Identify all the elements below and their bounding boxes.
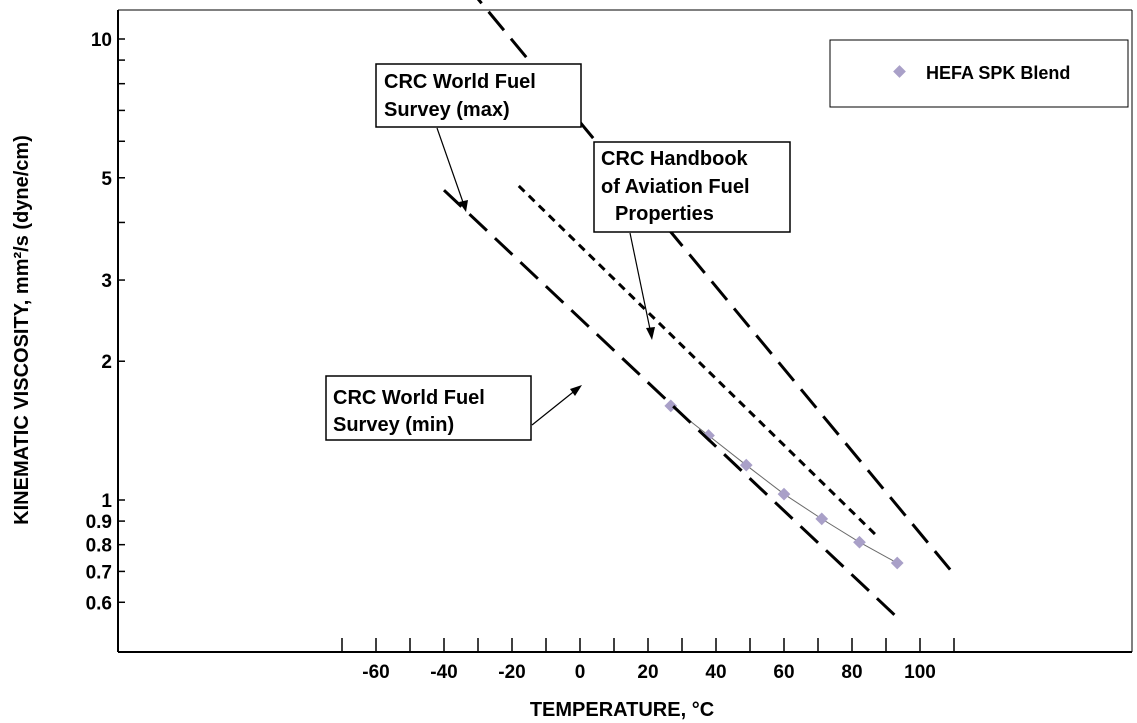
legend-box	[829, 39, 1129, 108]
y-tick-label: 0.9	[86, 512, 112, 533]
legend: HEFA SPK Blend	[829, 39, 1129, 108]
x-tick-label: 40	[705, 662, 726, 683]
legend-label: HEFA SPK Blend	[926, 63, 1070, 83]
x-tick-label: -40	[430, 662, 457, 683]
hefa-data-point	[777, 487, 791, 501]
y-tick-label: 0.7	[86, 562, 112, 583]
annotation-survey-max: CRC World Fuel Survey (max)	[375, 63, 582, 212]
annotation-line: Survey (min)	[333, 414, 454, 436]
annotation-handbook: CRC Handbook of Aviation Fuel Properties	[593, 141, 791, 340]
x-tick-label: 100	[904, 662, 936, 683]
x-tick-label: -60	[362, 662, 389, 683]
annotation-survey-min: CRC World Fuel Survey (min)	[325, 375, 582, 441]
annotation-arrow	[531, 388, 578, 426]
annotation-line: CRC Handbook	[601, 148, 749, 170]
reference-line-short-dash	[517, 184, 877, 536]
y-tick-label: 0.6	[86, 593, 112, 614]
y-tick-label: 1	[101, 491, 112, 512]
hefa-data-point	[853, 535, 866, 549]
y-tick-label: 2	[101, 352, 112, 373]
annotation-line: of Aviation Fuel	[601, 176, 750, 198]
y-tick-label: 3	[101, 271, 112, 292]
annotation-line: Properties	[615, 203, 714, 225]
x-tick-label: 0	[575, 662, 586, 683]
reference-line-long-dash	[476, 0, 956, 576]
annotation-line: Survey (max)	[384, 99, 510, 121]
x-tick-label: 80	[841, 662, 862, 683]
x-tick-label: -20	[498, 662, 525, 683]
annotation-box	[593, 141, 791, 233]
annotation-line: CRC World Fuel	[333, 387, 485, 409]
y-axis-title: KINEMATIC VISCOSITY, mm²/s (dyne/cm)	[11, 135, 33, 525]
annotation-arrowhead	[646, 327, 655, 340]
y-tick-label: 10	[91, 30, 112, 51]
hefa-data-point	[890, 556, 904, 570]
annotation-box	[375, 63, 582, 128]
y-tick-label: 0.8	[86, 536, 112, 557]
annotation-arrow	[629, 232, 652, 335]
annotation-arrow	[436, 127, 466, 209]
annotation-line: CRC World Fuel	[384, 71, 536, 93]
x-tick-label: 60	[773, 662, 794, 683]
y-tick-label: 5	[101, 169, 112, 190]
hefa-data-point	[815, 512, 829, 526]
hefa-series-line	[670, 405, 898, 564]
annotation-box	[325, 375, 532, 441]
annotation-arrowhead	[459, 200, 468, 212]
annotation-arrowhead	[570, 385, 582, 396]
x-tick-label: 20	[637, 662, 658, 683]
x-axis-title: TEMPERATURE, °C	[530, 699, 714, 721]
hefa-data-point	[664, 399, 678, 413]
